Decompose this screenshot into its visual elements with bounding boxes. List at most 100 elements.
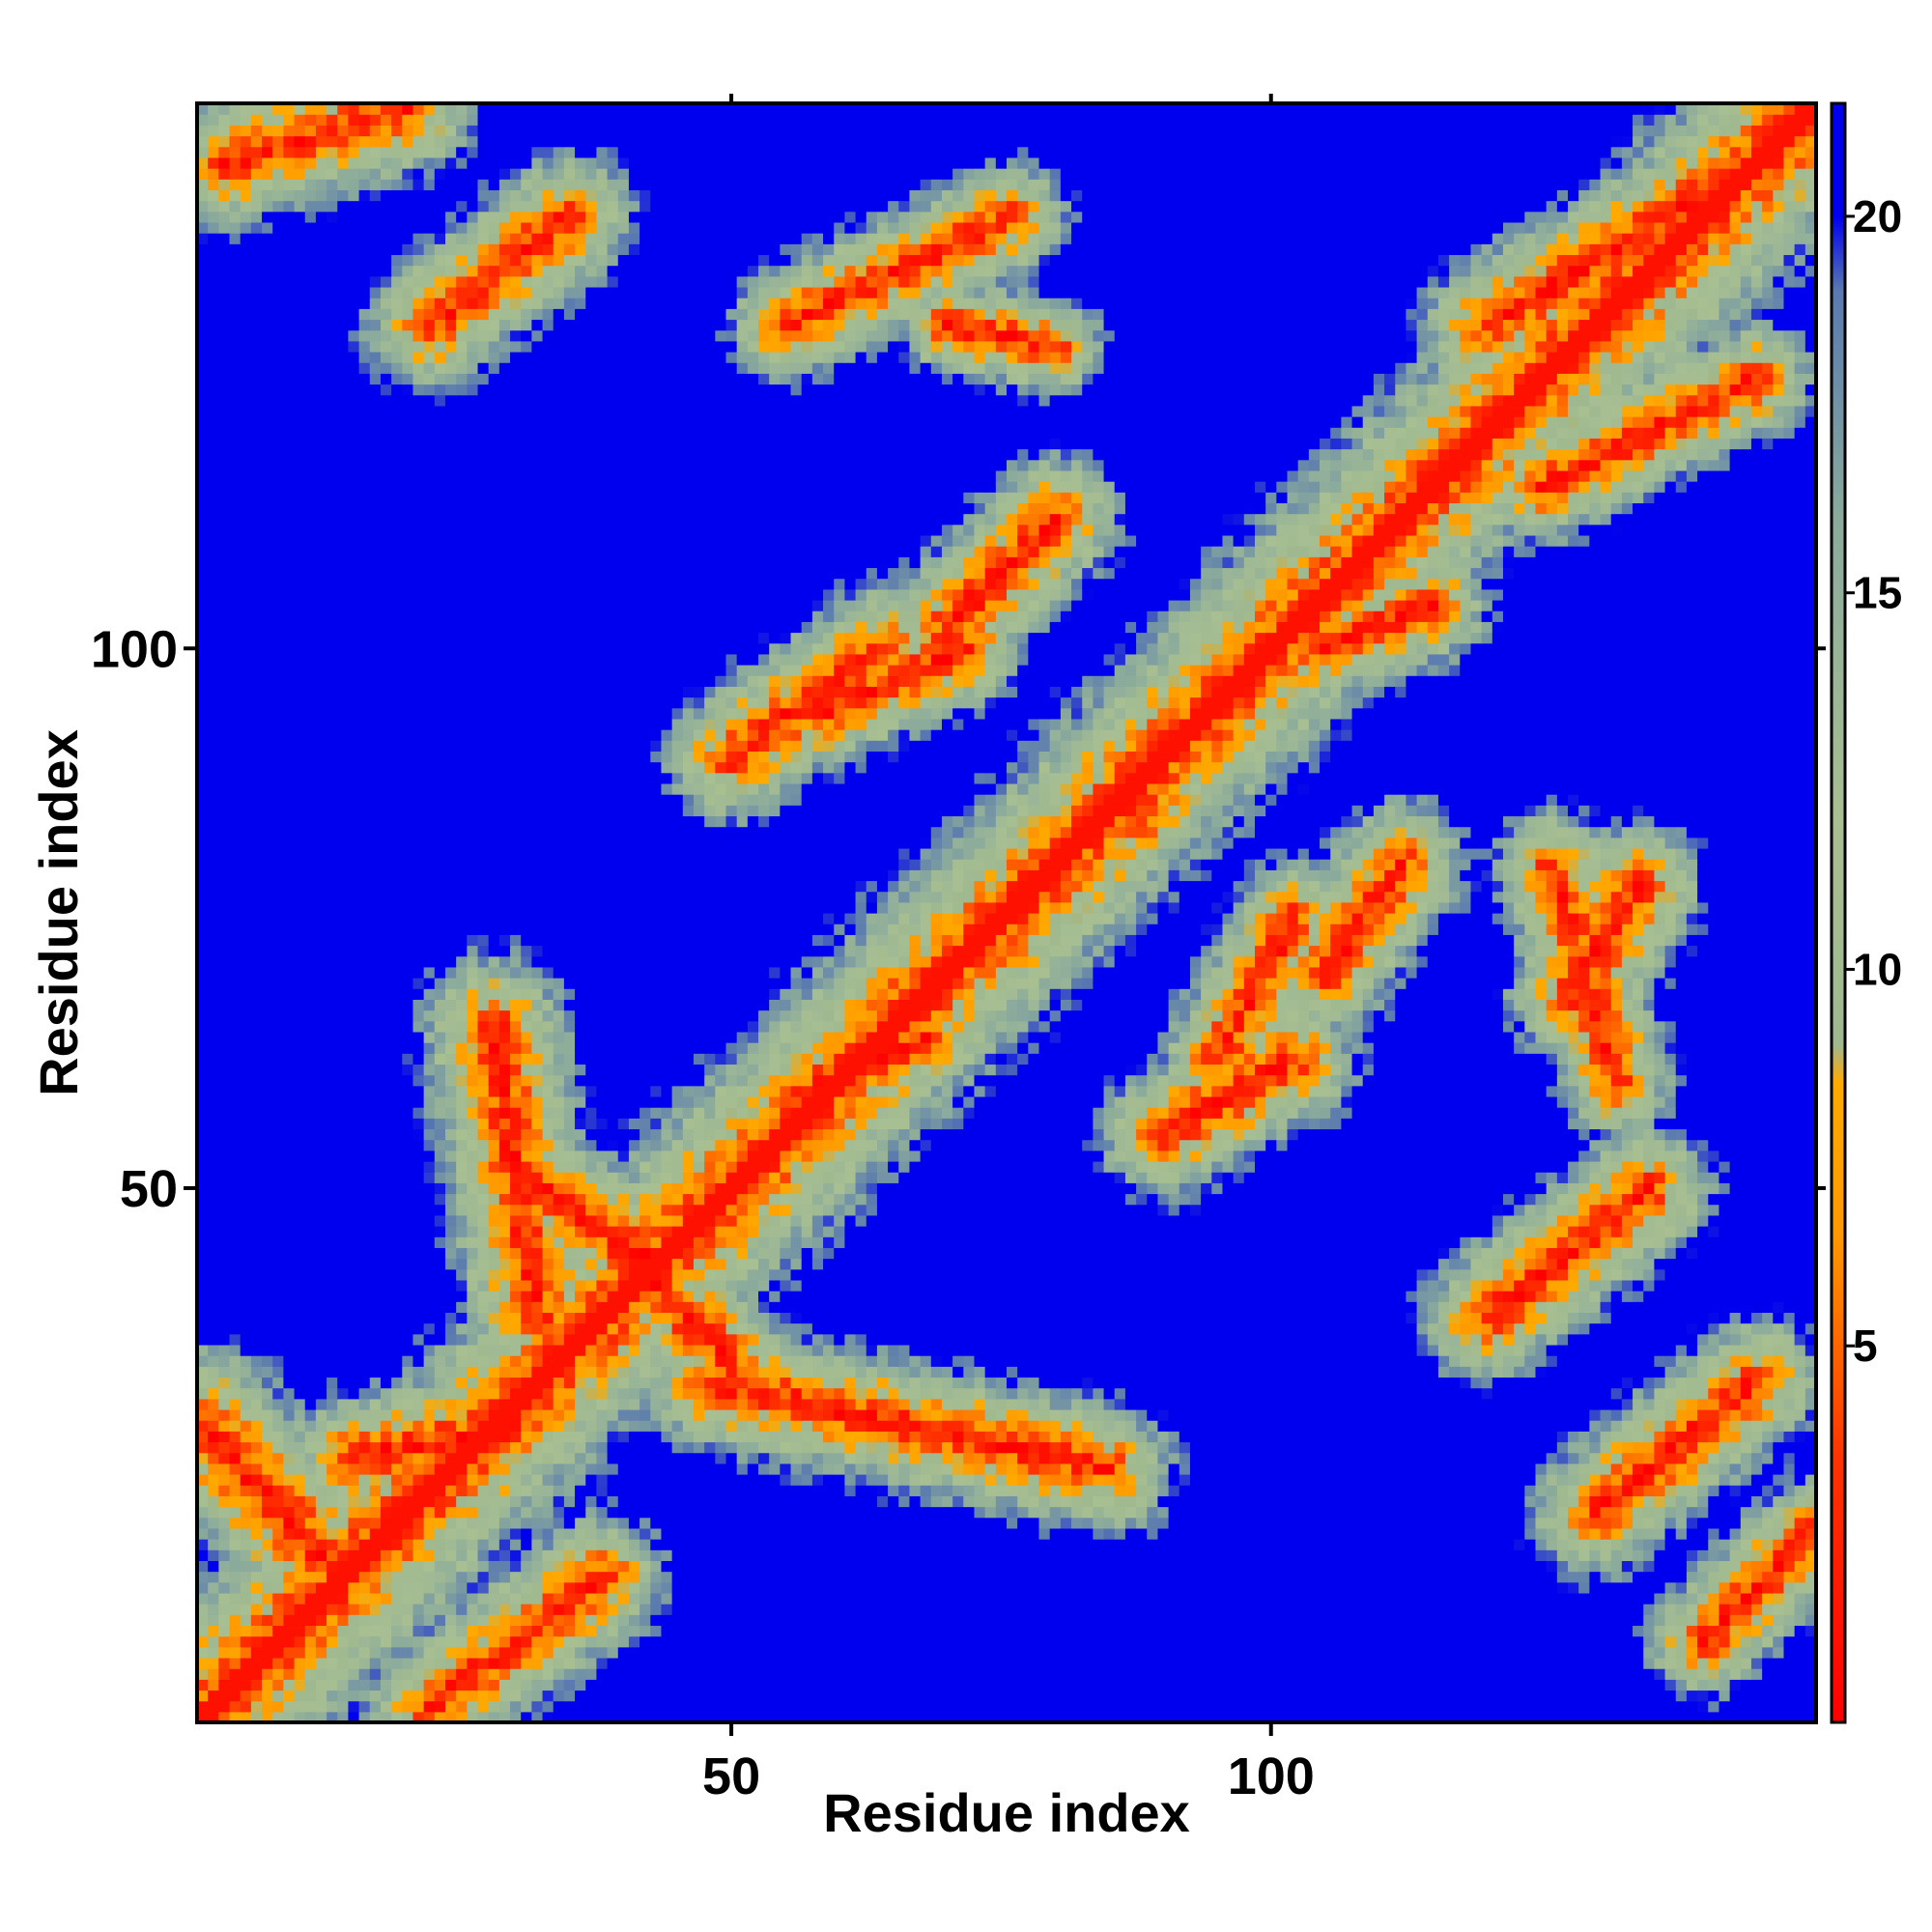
heatmap-cell	[1071, 1387, 1083, 1400]
heatmap-cell	[1136, 1679, 1148, 1691]
heatmap-cell	[1460, 1387, 1472, 1400]
heatmap-cell	[262, 1539, 273, 1550]
heatmap-cell	[240, 1581, 252, 1594]
heatmap-cell	[876, 1495, 889, 1508]
heatmap-cell	[1449, 1377, 1461, 1389]
heatmap-cell	[391, 1539, 403, 1550]
heatmap-cell	[1568, 1711, 1579, 1723]
heatmap-cell	[1082, 1452, 1094, 1464]
heatmap-cell	[294, 1485, 306, 1496]
heatmap-cell	[467, 1527, 479, 1540]
heatmap-cell	[1211, 1377, 1224, 1389]
heatmap-cell	[348, 1485, 360, 1496]
heatmap-cell	[197, 1657, 209, 1669]
heatmap-cell	[1287, 1506, 1299, 1519]
heatmap-cell	[1189, 1452, 1202, 1464]
heatmap-cell	[1449, 1592, 1461, 1605]
heatmap-cell	[693, 1604, 705, 1615]
heatmap-cell	[1093, 1431, 1105, 1443]
heatmap-cell	[1470, 1592, 1483, 1605]
heatmap-cell	[1449, 1527, 1461, 1540]
heatmap-cell	[855, 1495, 867, 1508]
heatmap-cell	[1168, 1560, 1180, 1573]
heatmap-cell	[1449, 1646, 1461, 1659]
heatmap-cell	[1017, 1625, 1029, 1637]
heatmap-cell	[693, 1485, 705, 1496]
heatmap-cell	[1740, 1560, 1752, 1573]
heatmap-cell	[1460, 1506, 1472, 1519]
heatmap-cell	[391, 1431, 403, 1443]
heatmap-cell	[704, 1646, 716, 1659]
heatmap-cell	[467, 1452, 479, 1464]
heatmap-cell	[208, 1377, 219, 1389]
heatmap-cell	[888, 1506, 899, 1519]
heatmap-cell	[1697, 1657, 1709, 1669]
heatmap-cell	[315, 1506, 327, 1519]
heatmap-cell	[628, 1625, 640, 1637]
heatmap-cell	[488, 1581, 500, 1594]
heatmap-cell	[1222, 1431, 1235, 1443]
heatmap-cell	[1168, 1452, 1180, 1464]
heatmap-cell	[498, 1539, 511, 1550]
heatmap-cell	[272, 1485, 284, 1496]
heatmap-cell	[1719, 1452, 1731, 1464]
heatmap-cell	[262, 1517, 273, 1529]
heatmap-cell	[563, 1657, 576, 1669]
heatmap-cell	[1729, 1560, 1742, 1573]
heatmap-cell	[1320, 1625, 1331, 1637]
heatmap-cell	[1330, 1527, 1342, 1540]
heatmap-cell	[402, 1366, 414, 1378]
heatmap-cell	[1502, 1614, 1515, 1627]
heatmap-cell	[930, 1549, 943, 1561]
heatmap-cell	[1578, 1527, 1590, 1540]
heatmap-cell	[834, 1625, 845, 1637]
heatmap-cell	[1265, 1625, 1277, 1637]
heatmap-cell	[1750, 1635, 1763, 1648]
heatmap-cell	[585, 1495, 598, 1508]
heatmap-cell	[1633, 1604, 1644, 1615]
heatmap-cell	[1201, 1560, 1212, 1573]
heatmap-cell	[930, 1506, 943, 1519]
heatmap-cell	[876, 1700, 889, 1713]
heatmap-cell	[1211, 1614, 1224, 1627]
heatmap-cell	[898, 1495, 911, 1508]
heatmap-cell	[240, 1711, 252, 1723]
heatmap-cell	[456, 1527, 468, 1540]
heatmap-cell	[250, 1560, 263, 1573]
heatmap-cell	[984, 1463, 997, 1475]
heatmap-cell	[1320, 1463, 1331, 1475]
heatmap-cell	[467, 1646, 479, 1659]
heatmap-cell	[531, 1549, 544, 1561]
heatmap-cell	[607, 1614, 619, 1627]
heatmap-cell	[412, 1581, 425, 1594]
heatmap-cell	[337, 1527, 350, 1540]
heatmap-cell	[758, 1690, 770, 1702]
heatmap-cell	[736, 1441, 749, 1454]
heatmap-cell	[1568, 1431, 1579, 1443]
heatmap-cell	[208, 1625, 219, 1637]
heatmap-cell	[1719, 1592, 1731, 1605]
heatmap-cell	[1568, 1604, 1579, 1615]
heatmap-cell	[844, 1420, 857, 1432]
heatmap-cell	[1406, 1635, 1418, 1648]
heatmap-cell	[909, 1517, 922, 1529]
heatmap-cell	[1643, 1431, 1655, 1443]
heatmap-cell	[1168, 1506, 1180, 1519]
heatmap-cell	[1124, 1527, 1137, 1540]
heatmap-cell	[876, 1614, 889, 1627]
heatmap-cell	[1189, 1431, 1202, 1443]
heatmap-cell	[262, 1387, 273, 1400]
heatmap-cell	[1017, 1463, 1029, 1475]
heatmap-cell	[498, 1700, 511, 1713]
heatmap-cell	[1384, 1408, 1396, 1421]
heatmap-cell	[1449, 1668, 1461, 1680]
heatmap-cell	[1147, 1646, 1159, 1659]
heatmap-cell	[1773, 1387, 1785, 1400]
heatmap-cell	[1071, 1592, 1083, 1605]
heatmap-cell	[1103, 1495, 1116, 1508]
heatmap-cell	[1147, 1398, 1159, 1410]
heatmap-cell	[250, 1690, 263, 1702]
heatmap-cell	[337, 1539, 350, 1550]
heatmap-cell	[1071, 1549, 1083, 1561]
heatmap-cell	[844, 1657, 857, 1669]
